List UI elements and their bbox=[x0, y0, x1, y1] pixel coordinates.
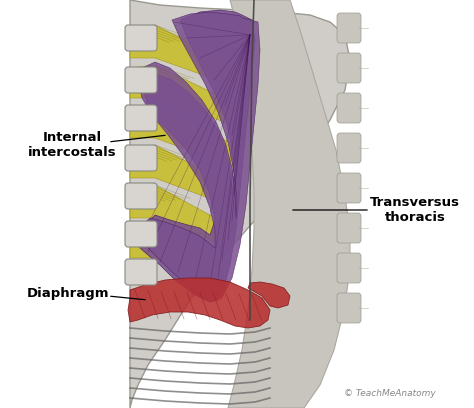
FancyBboxPatch shape bbox=[125, 183, 157, 209]
Text: Transversus
thoracis: Transversus thoracis bbox=[370, 196, 460, 224]
Polygon shape bbox=[130, 185, 230, 248]
Polygon shape bbox=[130, 225, 224, 285]
Polygon shape bbox=[228, 0, 350, 408]
FancyBboxPatch shape bbox=[337, 253, 361, 283]
FancyBboxPatch shape bbox=[337, 93, 361, 123]
Polygon shape bbox=[130, 105, 238, 168]
Polygon shape bbox=[130, 25, 245, 90]
Polygon shape bbox=[130, 145, 235, 208]
FancyBboxPatch shape bbox=[337, 213, 361, 243]
FancyBboxPatch shape bbox=[337, 53, 361, 83]
FancyBboxPatch shape bbox=[337, 13, 361, 43]
FancyBboxPatch shape bbox=[337, 173, 361, 203]
FancyBboxPatch shape bbox=[125, 25, 157, 51]
FancyBboxPatch shape bbox=[125, 259, 157, 285]
Polygon shape bbox=[138, 10, 255, 302]
Polygon shape bbox=[248, 282, 290, 308]
Polygon shape bbox=[130, 65, 242, 128]
Polygon shape bbox=[128, 278, 270, 328]
Text: Internal
intercostals: Internal intercostals bbox=[27, 131, 116, 159]
FancyBboxPatch shape bbox=[125, 67, 157, 93]
FancyBboxPatch shape bbox=[125, 221, 157, 247]
Text: © TeachMeAnatomy: © TeachMeAnatomy bbox=[344, 388, 436, 397]
Text: Diaphragm: Diaphragm bbox=[27, 286, 109, 299]
FancyBboxPatch shape bbox=[337, 293, 361, 323]
FancyBboxPatch shape bbox=[125, 145, 157, 171]
FancyBboxPatch shape bbox=[337, 133, 361, 163]
Polygon shape bbox=[138, 12, 260, 302]
FancyBboxPatch shape bbox=[125, 105, 157, 131]
Polygon shape bbox=[130, 0, 350, 408]
